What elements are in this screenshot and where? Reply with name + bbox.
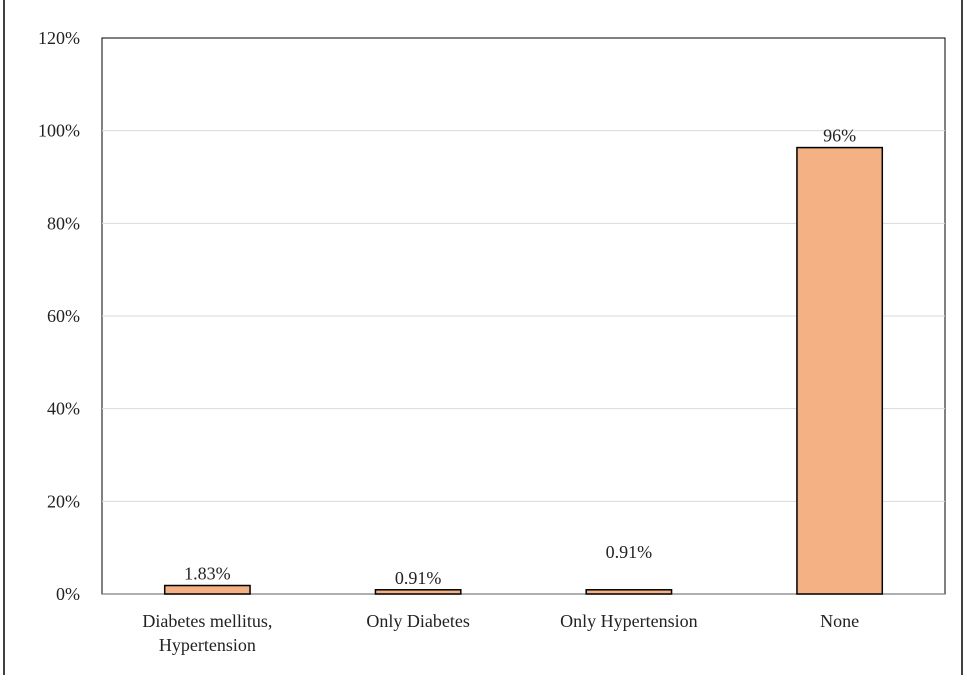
category-label: Only Hypertension <box>560 611 697 631</box>
data-label: 0.91% <box>395 568 442 588</box>
bar <box>374 589 462 595</box>
data-labels: 1.83% 0.91% 0.91% 96% <box>184 126 856 588</box>
data-label: 1.83% <box>184 564 231 584</box>
bar <box>585 589 673 595</box>
data-label: 96% <box>823 126 856 146</box>
y-tick-label: 80% <box>47 213 80 233</box>
y-tick-label: 20% <box>47 491 80 511</box>
category-label: Only Diabetes <box>366 611 469 631</box>
bars <box>163 146 884 595</box>
data-label: 0.91% <box>606 542 653 562</box>
category-labels: Diabetes mellitus, Hypertension Only Diabe… <box>142 611 859 655</box>
y-tick-label: 40% <box>47 399 80 419</box>
y-tick-label: 100% <box>38 121 80 141</box>
bar <box>163 584 251 595</box>
bar <box>796 146 884 595</box>
y-tick-label: 60% <box>47 306 80 326</box>
y-tick-label: 0% <box>56 584 80 604</box>
category-label: Diabetes mellitus, <box>142 611 272 631</box>
y-axis-ticks: 0% 20% 40% 60% 80% 100% 120% <box>38 28 80 604</box>
category-label: None <box>820 611 859 631</box>
category-label: Hypertension <box>159 635 256 655</box>
chart-frame <box>3 0 963 680</box>
y-tick-label: 120% <box>38 28 80 48</box>
